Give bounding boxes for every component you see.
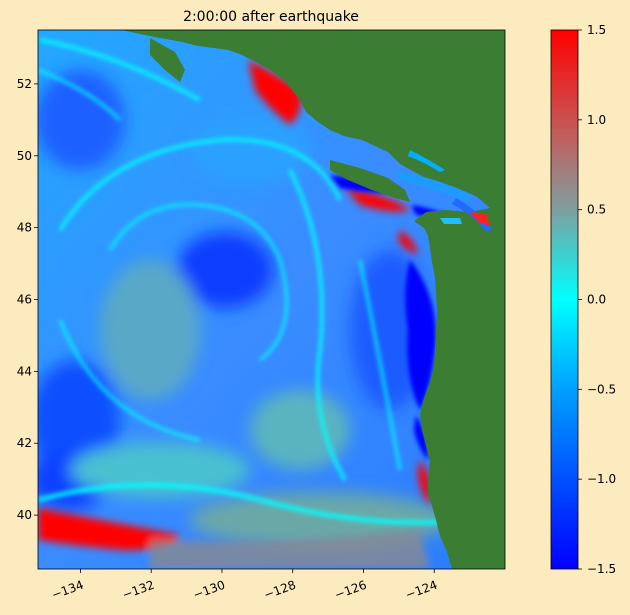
colorbar-tick-label: −1.0 xyxy=(587,472,616,486)
island-land xyxy=(150,38,185,82)
y-tick-label: 42 xyxy=(17,436,32,450)
x-tick-label: −130 xyxy=(191,578,227,602)
y-axis-ticks: 40 42 44 46 48 50 52 xyxy=(17,77,38,522)
wave-fronts xyxy=(38,38,471,525)
y-tick-label: 40 xyxy=(17,508,32,522)
positive-wave-zones xyxy=(38,60,432,569)
coastline-land xyxy=(122,30,505,569)
y-tick-label: 52 xyxy=(17,77,32,91)
y-tick-label: 48 xyxy=(17,221,32,235)
y-tick-label: 44 xyxy=(17,364,32,378)
colorbar-tick-label: −1.5 xyxy=(587,562,616,576)
x-tick-label: −134 xyxy=(50,578,86,602)
colorbar-tick-label: 1.0 xyxy=(587,113,606,127)
x-tick-label: −132 xyxy=(120,578,156,602)
map-plot xyxy=(38,30,505,569)
x-tick-label: −124 xyxy=(403,578,439,602)
y-tick-label: 50 xyxy=(17,149,32,163)
land xyxy=(122,30,505,569)
x-axis-ticks: −134 −132 −130 −128 −126 −124 xyxy=(50,569,439,602)
vancouver-island xyxy=(330,160,410,202)
x-tick-label: −126 xyxy=(333,578,369,602)
colorbar-tick-label: 0.0 xyxy=(587,293,606,307)
colorbar-ticks: 1.5 1.0 0.5 0.0 −0.5 −1.0 −1.5 xyxy=(578,23,616,576)
colorbar xyxy=(550,29,579,570)
map-title: 2:00:00 after earthquake xyxy=(183,9,359,25)
colorbar-tick-label: 0.5 xyxy=(587,203,606,217)
colorbar-tick-label: −0.5 xyxy=(587,382,616,396)
colorbar-tick-label: 1.5 xyxy=(587,23,606,37)
x-tick-label: −128 xyxy=(262,578,298,602)
y-tick-label: 46 xyxy=(17,293,32,307)
inland-waters xyxy=(398,150,492,232)
